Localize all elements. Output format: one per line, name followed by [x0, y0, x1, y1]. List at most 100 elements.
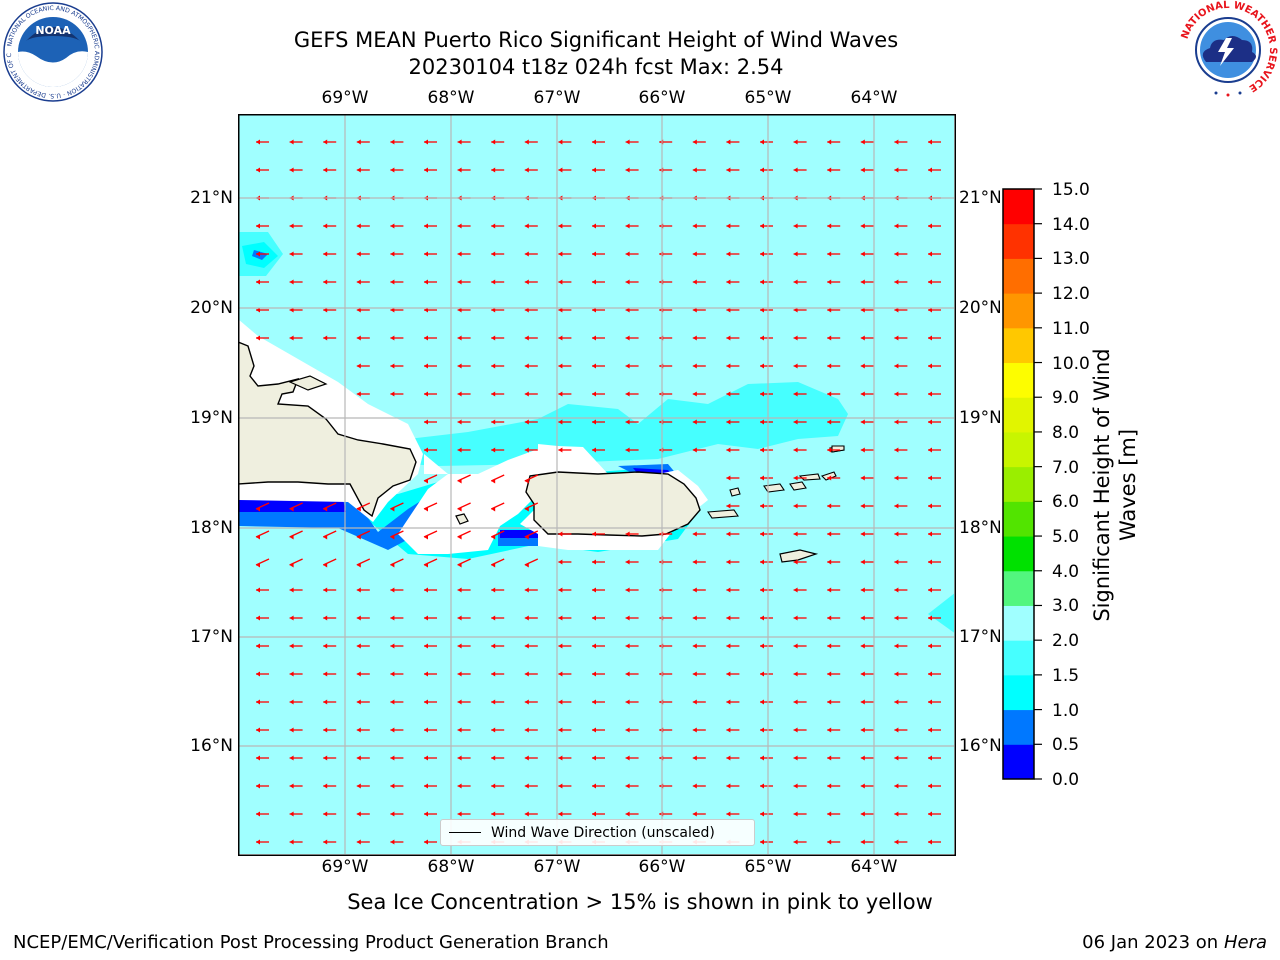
wave-direction-arrowhead: [289, 727, 294, 733]
wave-direction-arrowhead: [760, 699, 764, 705]
wave-direction-arrowhead: [860, 307, 865, 313]
wave-direction-arrowhead: [726, 167, 731, 173]
wave-direction-arrowhead: [928, 615, 932, 621]
wave-direction-arrowhead: [793, 139, 798, 145]
wave-direction-arrowhead: [356, 839, 361, 845]
st-john-island: [789, 481, 807, 491]
wave-direction-arrowhead: [323, 534, 328, 540]
wave-direction-arrowhead: [592, 447, 596, 453]
wave-direction-arrowhead: [760, 251, 764, 257]
wave-direction-arrowhead: [793, 167, 798, 173]
wave-direction-arrowhead: [928, 391, 932, 397]
wave-direction-arrowhead: [860, 559, 865, 565]
wave-direction-arrowhead: [457, 506, 462, 512]
wave-direction-arrowhead: [457, 643, 462, 649]
wave-direction-arrowhead: [256, 335, 260, 341]
wave-direction-arrowhead: [491, 139, 496, 145]
wave-direction-arrowhead: [457, 167, 462, 173]
wave-direction-arrowhead: [860, 419, 865, 425]
lon-tick-top-65w: 65°W: [744, 88, 792, 108]
wave-direction-arrowhead: [827, 447, 832, 453]
wave-direction-arrowhead: [424, 506, 428, 512]
wave-direction-arrowhead: [894, 503, 899, 509]
wave-direction-arrowhead: [625, 307, 630, 313]
colorbar-segment: [1003, 744, 1034, 780]
wave-direction-arrowhead: [793, 503, 798, 509]
wave-direction-arrowhead: [692, 167, 697, 173]
wave-direction-arrowhead: [524, 419, 529, 425]
wave-direction-arrowhead: [760, 419, 764, 425]
wave-direction-arrowhead: [256, 562, 260, 568]
hispaniola-landmass: [239, 341, 417, 518]
wave-direction-arrowhead: [928, 559, 932, 565]
wave-direction-arrowhead: [827, 251, 832, 257]
lat-tick-left-18n: 18°N: [190, 518, 233, 538]
wave-direction-arrowhead: [827, 699, 832, 705]
wave-direction-arrowhead: [625, 447, 630, 453]
wave-direction-arrowhead: [928, 643, 932, 649]
wave-direction-arrowhead: [424, 307, 428, 313]
wave-direction-arrowhead: [894, 587, 899, 593]
colorbar-tick-marks: [1034, 188, 1042, 780]
wave-direction-arrowhead: [356, 391, 361, 397]
sea-ice-note: Sea Ice Concentration > 15% is shown in …: [347, 890, 933, 914]
wave-direction-arrowhead: [827, 755, 832, 761]
wave-direction-arrowhead: [827, 279, 832, 285]
wave-direction-arrowhead: [928, 811, 932, 817]
wave-direction-arrowhead: [894, 167, 899, 173]
wave-direction-arrowhead: [625, 419, 630, 425]
wave-direction-arrowhead: [625, 755, 630, 761]
wave-direction-arrowhead: [760, 783, 764, 789]
wave-direction-arrowhead: [692, 363, 697, 369]
wave-direction-arrowhead: [827, 587, 832, 593]
colorbar-tick-label: 0.0: [1052, 770, 1080, 790]
wave-direction-arrowhead: [524, 727, 529, 733]
wave-direction-arrowhead: [356, 363, 361, 369]
wave-direction-arrowhead: [625, 727, 630, 733]
wave-direction-arrowhead: [928, 783, 932, 789]
wave-direction-arrowhead: [894, 811, 899, 817]
wave-direction-arrowhead: [726, 727, 731, 733]
wave-direction-arrowhead: [256, 167, 260, 173]
wave-band-1-5-2-0-east: [928, 593, 954, 633]
wave-direction-arrowhead: [356, 251, 361, 257]
wave-direction-arrowhead: [356, 506, 361, 512]
wave-direction-arrowhead: [558, 307, 563, 313]
wave-direction-arrowhead: [860, 391, 865, 397]
wave-direction-arrowhead: [457, 534, 462, 540]
lat-tick-right-16n: 16°N: [959, 736, 1000, 756]
wave-direction-arrowhead: [524, 335, 529, 341]
colorbar-tick-label: 9.0: [1052, 388, 1080, 409]
wave-direction-arrowhead: [289, 839, 294, 845]
footer-producer: NCEP/EMC/Verification Post Processing Pr…: [13, 932, 609, 953]
wave-direction-arrowhead: [323, 223, 328, 229]
wave-direction-arrowhead: [894, 559, 899, 565]
wave-direction-arrowhead: [424, 534, 428, 540]
wave-direction-arrowhead: [323, 755, 328, 761]
wave-direction-arrowhead: [390, 562, 395, 568]
wave-direction-arrowhead: [491, 363, 496, 369]
wave-direction-arrowhead: [323, 671, 328, 677]
wave-direction-arrowhead: [625, 587, 630, 593]
wave-direction-arrowhead: [827, 503, 832, 509]
wave-direction-arrowhead: [524, 783, 529, 789]
wave-direction-arrowhead: [356, 727, 361, 733]
wave-direction-arrowhead: [491, 587, 496, 593]
wave-direction-arrowhead: [860, 727, 865, 733]
wave-direction-arrowhead: [760, 839, 764, 845]
wave-direction-arrowhead: [692, 223, 697, 229]
chart-title-line2: 20230104 t18z 024h fcst Max: 2.54: [408, 55, 784, 79]
wave-direction-arrowhead: [592, 167, 596, 173]
lat-tick-right-21n: 21°N: [959, 188, 1000, 208]
wave-direction-arrowhead: [692, 419, 697, 425]
wave-direction-arrowhead: [726, 139, 731, 145]
wave-direction-arrowhead: [289, 643, 294, 649]
wave-direction-arrowhead: [760, 811, 764, 817]
wave-direction-arrowhead: [692, 811, 697, 817]
wave-direction-arrowhead: [860, 475, 865, 481]
wave-direction-arrowhead: [524, 478, 529, 484]
wave-direction-arrowhead: [760, 503, 764, 509]
footer-host: Hera: [1223, 932, 1267, 953]
st-croix-island: [779, 549, 819, 563]
wave-direction-arrowhead: [827, 643, 832, 649]
